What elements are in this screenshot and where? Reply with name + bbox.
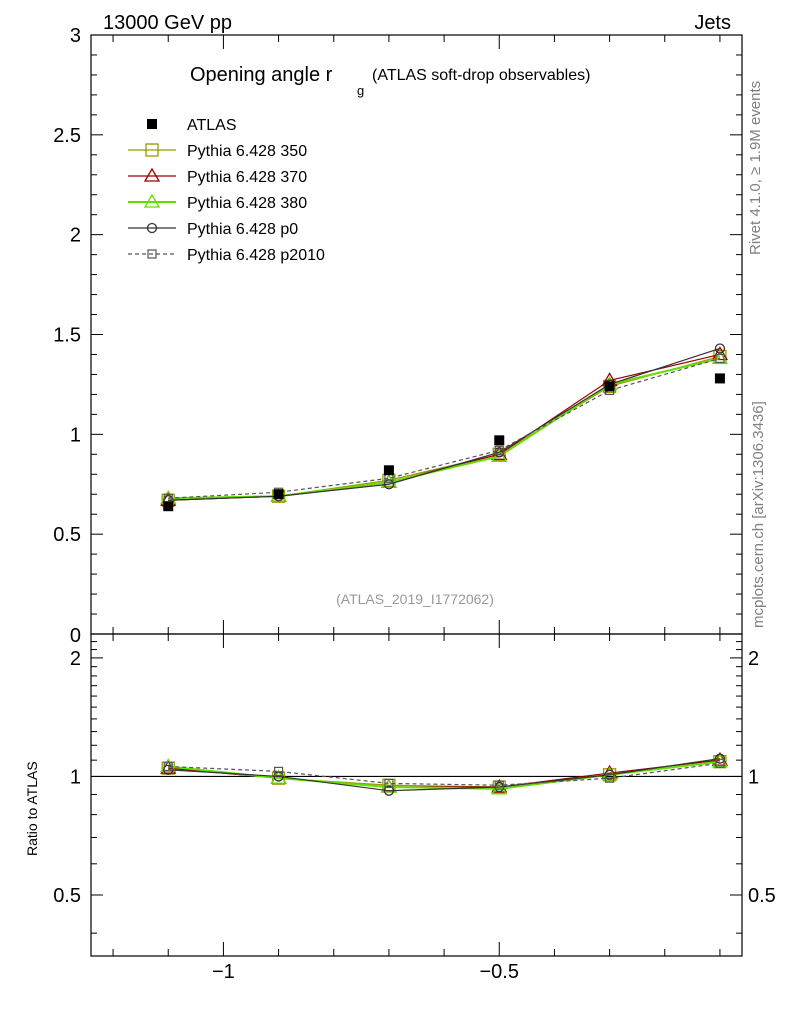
main-series-group (160, 343, 729, 507)
ratio-point-4 (163, 761, 173, 772)
energy-label: 13000 GeV pp (103, 12, 232, 34)
x-tick-label: −1 (212, 961, 235, 983)
analysis-label: (ATLAS_2019_I1772062) (336, 591, 494, 607)
x-tick-label: −0.5 (480, 961, 519, 983)
process-label: Jets (694, 12, 731, 34)
main-y-tick-label: 0.5 (53, 524, 81, 546)
atlas-data-group (163, 373, 725, 512)
site-label: mcplots.cern.ch [arXiv:1306.3436] (750, 401, 767, 628)
ratio-line-4 (168, 762, 721, 786)
plot-title: Opening angle r (190, 64, 333, 86)
legend-marker-2 (143, 193, 161, 208)
main-y-tick-label-zero: 0 (70, 625, 81, 647)
main-y-tick-label: 2.5 (53, 125, 81, 147)
series-line-1 (168, 353, 721, 501)
ratio-ylabel: Ratio to ATLAS (24, 761, 40, 856)
ratio-point-4 (715, 758, 725, 768)
ratio-point-3 (714, 753, 726, 764)
legend-label-1: Pythia 6.428 370 (187, 169, 307, 186)
ratio-y-tick-label: 1 (70, 766, 81, 788)
plot-title-main: Opening angle r (190, 64, 333, 86)
ratio-point-4 (273, 766, 284, 776)
ratio-y-tick-label-right: 1 (748, 766, 759, 788)
legend-marker-0 (145, 143, 159, 157)
legend-label-3: Pythia 6.428 p0 (187, 221, 298, 238)
atlas-data-point (383, 465, 394, 476)
main-y-tick-label: 2 (70, 225, 81, 247)
series-point-4 (715, 353, 725, 364)
legend-label-atlas: ATLAS (187, 117, 237, 134)
series-point-4 (494, 445, 504, 455)
atlas-data-point (273, 489, 284, 500)
ratio-point-3 (383, 785, 395, 796)
ratio-series-group (160, 751, 729, 796)
ratio-point-4 (604, 773, 615, 783)
ratio-point-3 (273, 771, 284, 782)
atlas-data-point (604, 381, 615, 392)
rivet-label: Rivet 4.1.0, ≥ 1.9M events (747, 81, 764, 255)
legend-marker-atlas (147, 119, 157, 129)
atlas-data-point (163, 501, 174, 512)
ratio-plot-frame (90, 633, 743, 957)
series-point-3 (714, 343, 726, 354)
series-line-3 (168, 347, 721, 501)
series-point-3 (383, 479, 395, 490)
legend-label-4: Pythia 6.428 p2010 (187, 247, 325, 264)
atlas-data-point (714, 373, 725, 384)
axis-ticks (91, 34, 742, 956)
ratio-line-1 (168, 759, 721, 788)
series-line-4 (168, 357, 721, 499)
plot-title-subscript: g (357, 83, 364, 98)
legend-label-2: Pythia 6.428 380 (187, 195, 307, 212)
tick-labels: 0.5 1 1.5 2 2.5 3 0 −1 −0.5 0.5 0.5 1 1 2 2 (53, 25, 776, 983)
main-y-tick-label: 1.5 (53, 325, 81, 347)
ratio-point-4 (384, 778, 394, 789)
main-y-tick-label: 1 (70, 424, 81, 446)
ratio-point-4 (494, 780, 504, 790)
legend-label-0: Pythia 6.428 350 (187, 143, 307, 160)
legend-marker-4 (147, 249, 157, 259)
legend-marker-1 (143, 167, 161, 182)
atlas-data-point (494, 435, 505, 446)
plot-title-paren: (ATLAS soft-drop observables) (372, 67, 590, 84)
ratio-y-tick-label: 0.5 (53, 885, 81, 907)
ratio-y-tick-label-right: 0.5 (748, 885, 776, 907)
ratio-line-3 (168, 758, 721, 792)
main-y-tick-label: 3 (70, 25, 81, 47)
legend-marker-3 (146, 222, 158, 234)
legend: ATLAS Pythia 6.428 350 Pythia 6.428 370 Pyt… (128, 117, 325, 264)
ratio-y-tick-label: 2 (70, 648, 81, 670)
ratio-y-tick-label-right: 2 (748, 648, 759, 670)
